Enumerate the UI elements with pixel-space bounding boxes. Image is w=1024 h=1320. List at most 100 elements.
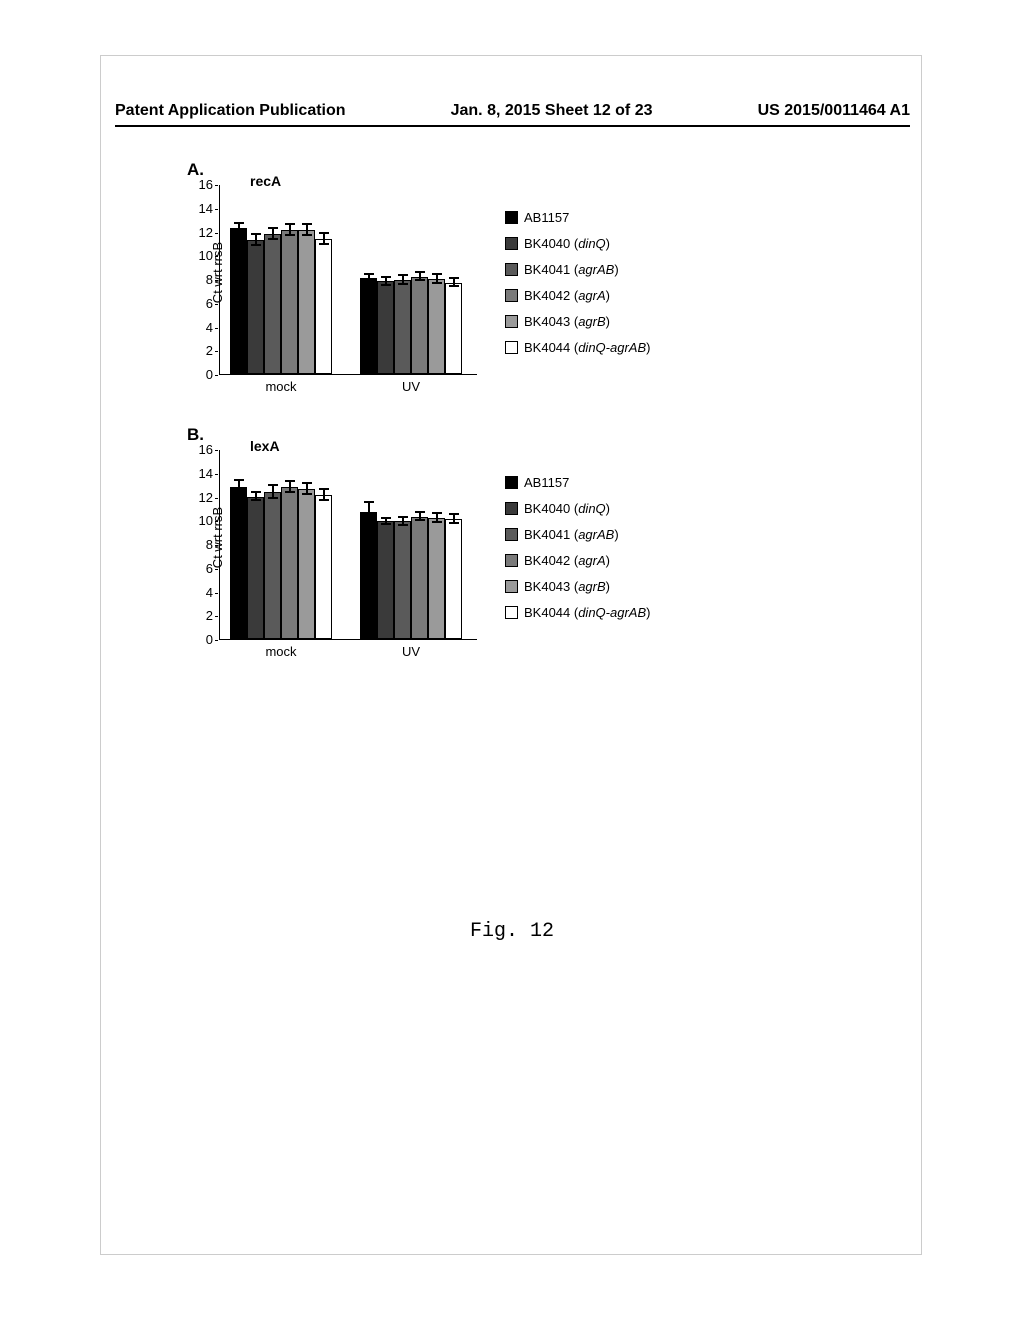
bar (298, 489, 315, 639)
legend-label: BK4040 (dinQ) (524, 236, 610, 251)
bar (230, 487, 247, 639)
y-tick: 14 (195, 201, 213, 216)
y-tick-mark (215, 569, 218, 570)
error-cap (381, 523, 391, 525)
bar (394, 280, 411, 374)
error-cap (285, 480, 295, 482)
y-tick: 16 (195, 177, 213, 192)
bar (264, 234, 281, 374)
error-cap (364, 279, 374, 281)
legend-label: BK4042 (agrA) (524, 288, 610, 303)
y-tick-mark (215, 304, 218, 305)
error-cap (319, 243, 329, 245)
y-tick: 8 (195, 537, 213, 552)
error-cap (251, 244, 261, 246)
bar (298, 230, 315, 374)
error-cap (449, 277, 459, 279)
plot-box: mockUV (219, 185, 477, 375)
error-cap (432, 282, 442, 284)
bar (360, 278, 377, 374)
error-cap (415, 279, 425, 281)
legend-item: BK4041 (agrAB) (505, 262, 650, 277)
y-tick-mark (215, 498, 218, 499)
y-tick-mark (215, 545, 218, 546)
error-cap (449, 513, 459, 515)
error-cap (302, 223, 312, 225)
y-tick-mark (215, 328, 218, 329)
legend-label: AB1157 (524, 475, 569, 490)
bar (377, 521, 394, 639)
chart-area: Ct wrt rrsB0246810121416mockUV (215, 185, 485, 380)
y-tick-mark (215, 280, 218, 281)
legend-label: BK4040 (dinQ) (524, 501, 610, 516)
error-cap (398, 524, 408, 526)
bar (315, 239, 332, 374)
error-cap (364, 501, 374, 503)
y-tick: 0 (195, 632, 213, 647)
legend-item: AB1157 (505, 210, 650, 225)
legend-swatch (505, 341, 518, 354)
figure-caption: Fig. 12 (0, 920, 1024, 943)
bar (264, 492, 281, 639)
error-cap (398, 283, 408, 285)
header-right: US 2015/0011464 A1 (758, 102, 910, 120)
error-cap (415, 519, 425, 521)
y-tick-mark (215, 474, 218, 475)
bar (281, 487, 298, 639)
legend-label: BK4044 (dinQ-agrAB) (524, 605, 650, 620)
x-axis-label: UV (360, 379, 462, 394)
error-cap (415, 511, 425, 513)
error-cap (285, 223, 295, 225)
error-cap (302, 493, 312, 495)
error-cap (364, 273, 374, 275)
legend-item: BK4043 (agrB) (505, 314, 650, 329)
error-cap (234, 231, 244, 233)
y-tick-mark (215, 593, 218, 594)
chart-panel-B: B.lexACt wrt rrsB0246810121416mockUVAB11… (195, 430, 895, 680)
plot-box: mockUV (219, 450, 477, 640)
legend-item: BK4042 (agrA) (505, 288, 650, 303)
legend-label: BK4041 (agrAB) (524, 262, 619, 277)
error-cap (398, 274, 408, 276)
y-tick: 12 (195, 225, 213, 240)
legend-swatch (505, 237, 518, 250)
legend-swatch (505, 554, 518, 567)
legend-item: BK4044 (dinQ-agrAB) (505, 340, 650, 355)
error-cap (302, 234, 312, 236)
legend-swatch (505, 289, 518, 302)
error-cap (251, 491, 261, 493)
error-cap (268, 484, 278, 486)
error-cap (415, 271, 425, 273)
y-tick: 4 (195, 585, 213, 600)
legend-item: BK4040 (dinQ) (505, 236, 650, 251)
legend-label: BK4042 (agrA) (524, 553, 610, 568)
legend-item: BK4042 (agrA) (505, 553, 650, 568)
error-cap (432, 273, 442, 275)
y-tick: 12 (195, 490, 213, 505)
legend-label: AB1157 (524, 210, 569, 225)
error-cap (319, 488, 329, 490)
legend-label: BK4044 (dinQ-agrAB) (524, 340, 650, 355)
legend-swatch (505, 211, 518, 224)
header-left: Patent Application Publication (115, 102, 346, 120)
error-cap (381, 284, 391, 286)
x-axis-label: mock (230, 644, 332, 659)
legend: AB1157 BK4040 (dinQ) BK4041 (agrAB) BK4042 … (505, 210, 650, 366)
y-tick: 10 (195, 248, 213, 263)
bar (247, 497, 264, 640)
error-cap (251, 499, 261, 501)
y-tick-mark (215, 375, 218, 376)
error-cap (381, 276, 391, 278)
bar (377, 281, 394, 374)
bar (315, 495, 332, 639)
legend-label: BK4043 (agrB) (524, 579, 610, 594)
error-cap (398, 516, 408, 518)
legend-swatch (505, 502, 518, 515)
legend-swatch (505, 476, 518, 489)
bar (428, 279, 445, 374)
error-cap (234, 492, 244, 494)
error-cap (268, 227, 278, 229)
error-cap (319, 232, 329, 234)
legend-item: AB1157 (505, 475, 650, 490)
y-tick-mark (215, 185, 218, 186)
